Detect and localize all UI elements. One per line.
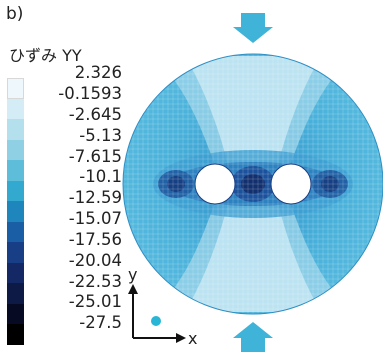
legend-label: -10.1 <box>79 167 122 186</box>
colorbar-swatch <box>7 242 24 263</box>
legend-label: -7.615 <box>68 147 122 166</box>
legend-label: 2.326 <box>74 63 122 82</box>
panel-label: b) <box>6 4 24 24</box>
legend-label: -12.59 <box>68 188 122 207</box>
legend-label: -27.5 <box>79 313 122 332</box>
y-axis-arrow-icon <box>128 284 138 294</box>
origin-marker-icon <box>151 316 161 326</box>
legend-label: -2.645 <box>68 105 122 124</box>
colorbar-swatch <box>7 119 24 140</box>
disc-outline <box>122 53 383 315</box>
colorbar-swatch <box>7 201 24 222</box>
legend-label: -15.07 <box>68 209 122 228</box>
x-axis-arrow-icon <box>176 333 186 343</box>
legend-title: ひずみ YY <box>9 46 82 65</box>
colorbar-swatch <box>7 262 24 283</box>
colorbar-swatch <box>7 324 24 345</box>
colorbar-swatch <box>7 180 24 201</box>
left-hole <box>194 163 236 205</box>
colorbar-swatch <box>7 221 24 242</box>
legend-label: -5.13 <box>79 126 122 145</box>
colorbar-swatch <box>7 303 24 324</box>
legend-label: -17.56 <box>68 230 122 249</box>
colorbar-swatch <box>7 283 24 304</box>
y-axis-label: y <box>128 265 137 284</box>
x-axis-label: x <box>188 329 197 348</box>
colorbar-swatch <box>7 98 24 119</box>
legend-label: -25.01 <box>68 292 122 311</box>
colorbar-swatch <box>7 78 24 99</box>
top-load-arrow-icon <box>233 13 273 43</box>
legend-label: -20.04 <box>68 251 122 270</box>
colorbar-swatch <box>7 139 24 160</box>
legend-label: -0.1593 <box>58 84 122 103</box>
legend-label: -22.53 <box>68 272 122 291</box>
right-hole <box>270 163 312 205</box>
colorbar <box>7 78 24 345</box>
bottom-load-arrow-icon <box>233 322 273 352</box>
colorbar-swatch <box>7 160 24 181</box>
coordinate-axes: y x <box>128 265 197 348</box>
